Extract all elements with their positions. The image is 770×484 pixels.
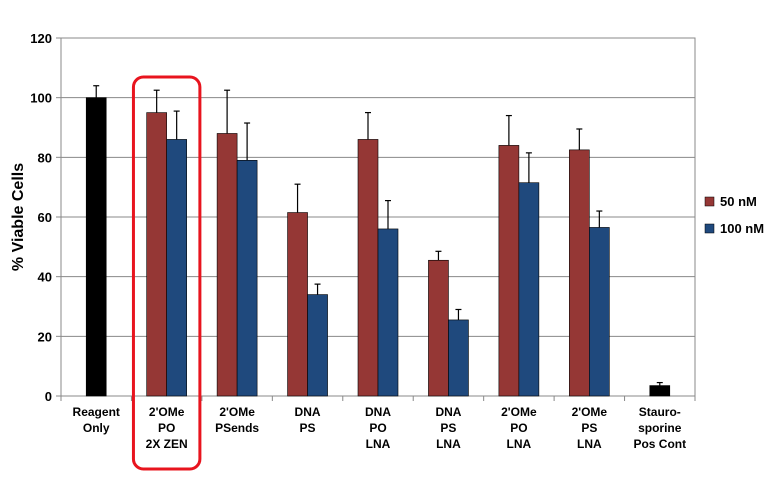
x-tick-label: DNA PO LNA: [365, 405, 391, 451]
bar-100-nM-2: [236, 160, 258, 397]
x-tick-label: 2'OMe PO LNA: [501, 405, 537, 451]
x-tick-label-line: Only: [83, 421, 110, 435]
y-tick-label: 80: [38, 150, 52, 165]
legend-swatch: [704, 223, 715, 234]
x-tick-label-line: Pos Cont: [633, 437, 686, 451]
x-tick-label-line: 2'OMe: [149, 405, 185, 419]
bar-100-nM-4: [377, 228, 399, 397]
x-tick-label-line: PS: [440, 421, 456, 435]
x-tick-label-line: LNA: [366, 437, 391, 451]
legend-swatch: [704, 196, 715, 207]
x-tick-label: 2'OMe PSends: [215, 405, 259, 435]
bar-100-nM-5: [448, 319, 469, 397]
x-tick-label-line: 2'OMe: [501, 405, 537, 419]
x-tick-label: 2'OMe PS LNA: [572, 405, 608, 451]
legend-label: 50 nM: [720, 194, 757, 209]
x-tick-label-line: Reagent: [73, 405, 120, 419]
x-tick-label: Reagent Only: [73, 405, 120, 435]
x-tick-label-line: LNA: [577, 437, 602, 451]
x-tick-label: DNA PS: [295, 405, 321, 435]
highlight-box: [131, 75, 202, 471]
x-tick-label-line: DNA: [365, 405, 391, 419]
y-tick-label: 60: [38, 210, 52, 225]
x-tick-label-line: DNA: [435, 405, 461, 419]
x-tick-label-line: PO: [158, 421, 175, 435]
y-tick-label: 20: [38, 329, 52, 344]
bar-50-nM-1: [146, 112, 167, 397]
x-tick-label-line: LNA: [507, 437, 532, 451]
x-tick-label-line: PSends: [215, 421, 259, 435]
x-tick-label-line: sporine: [638, 421, 682, 435]
bar-100-nM-6: [518, 182, 540, 397]
x-tick-label-line: 2'OMe: [572, 405, 608, 419]
bar-50-nM-5: [428, 259, 449, 397]
x-tick-label-line: PS: [581, 421, 597, 435]
bar-50-nM-7: [569, 149, 590, 397]
legend-label: 100 nM: [720, 221, 764, 236]
x-tick-label-line: PS: [300, 421, 316, 435]
x-tick-label: DNA PS LNA: [435, 405, 461, 451]
x-tick-label-line: PO: [510, 421, 527, 435]
x-tick-label-line: PO: [369, 421, 386, 435]
x-tick-label-line: DNA: [295, 405, 321, 419]
x-tick-label: Stauro-sporine Pos Cont: [633, 405, 686, 451]
x-tick-label-line: 2X ZEN: [146, 437, 188, 451]
y-axis-title: % Viable Cells: [10, 163, 27, 271]
bar-50-nM-2: [216, 133, 238, 397]
bar-control-8: [649, 385, 671, 397]
bar-50-nM-4: [357, 139, 379, 397]
x-tick-label-line: 2'OMe: [219, 405, 255, 419]
x-tick-label-line: LNA: [436, 437, 461, 451]
y-tick-label: 120: [30, 31, 52, 46]
bar-control-0: [85, 97, 107, 397]
y-tick-label: 100: [30, 91, 52, 106]
x-tick-label: 2'OMe PO 2X ZEN: [146, 405, 188, 451]
bar-50-nM-3: [287, 212, 308, 397]
bar-100-nM-3: [307, 294, 328, 397]
bar-50-nM-6: [498, 145, 520, 397]
bar-100-nM-7: [589, 227, 610, 397]
y-tick-label: 0: [45, 389, 52, 404]
x-tick-label-line: Stauro-: [639, 405, 681, 419]
y-tick-label: 40: [38, 270, 52, 285]
bar-100-nM-1: [166, 139, 187, 397]
